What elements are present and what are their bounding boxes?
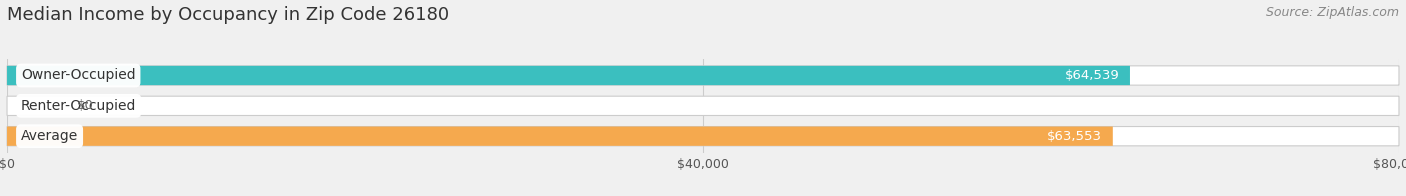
Text: Average: Average	[21, 129, 79, 143]
FancyBboxPatch shape	[7, 127, 1112, 146]
FancyBboxPatch shape	[7, 127, 1399, 146]
Text: $63,553: $63,553	[1047, 130, 1102, 143]
Text: Renter-Occupied: Renter-Occupied	[21, 99, 136, 113]
Text: Median Income by Occupancy in Zip Code 26180: Median Income by Occupancy in Zip Code 2…	[7, 6, 449, 24]
FancyBboxPatch shape	[7, 66, 1130, 85]
Text: Source: ZipAtlas.com: Source: ZipAtlas.com	[1265, 6, 1399, 19]
Text: $64,539: $64,539	[1064, 69, 1119, 82]
FancyBboxPatch shape	[7, 96, 1399, 115]
Text: $0: $0	[77, 99, 94, 112]
Text: Owner-Occupied: Owner-Occupied	[21, 68, 135, 83]
FancyBboxPatch shape	[7, 66, 1399, 85]
